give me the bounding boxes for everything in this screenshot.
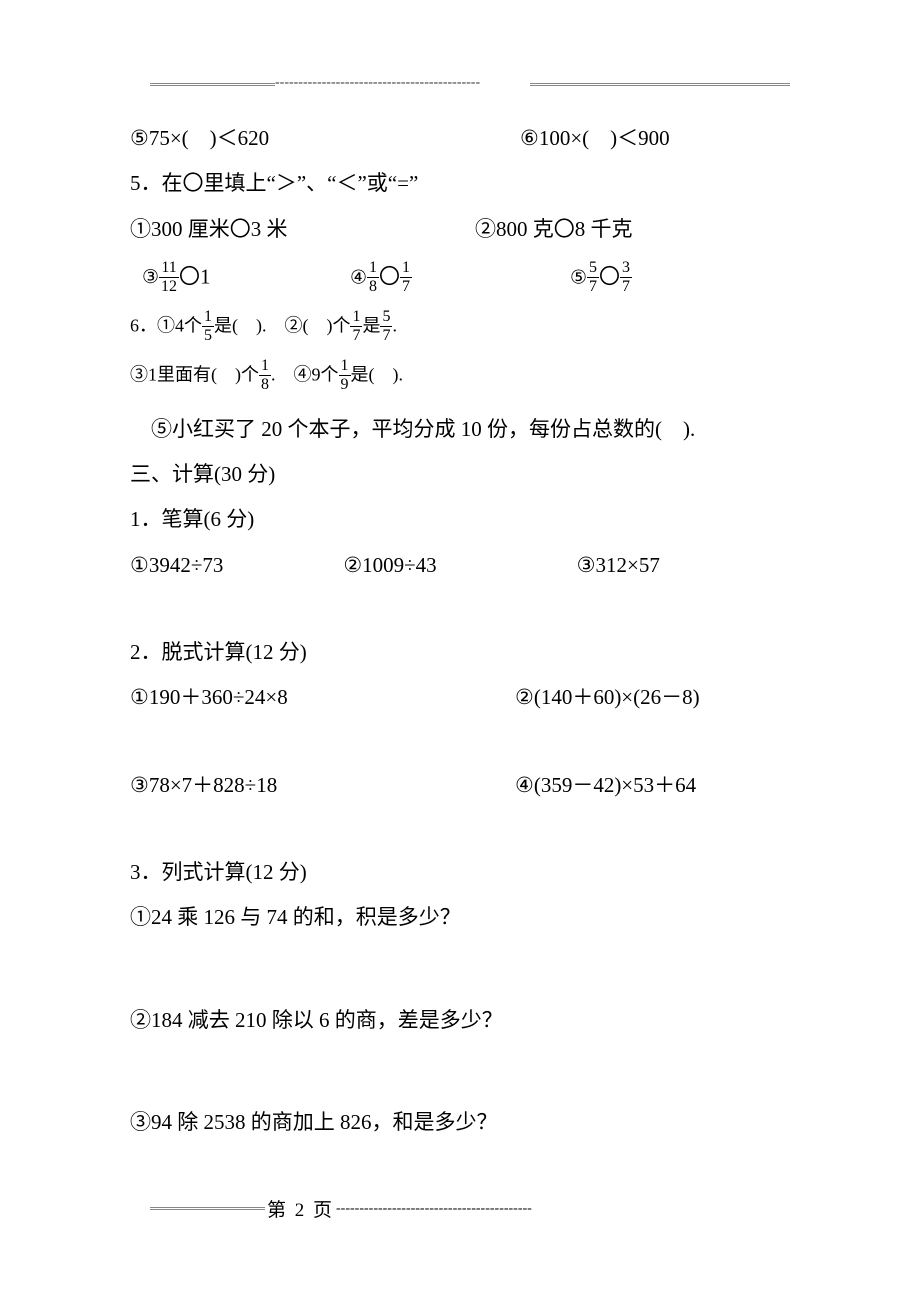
s3-3-1: ①24 乘 126 与 74 的和，积是多少？ — [130, 904, 790, 931]
q5-5-frac1: 57 — [587, 260, 599, 295]
footer-dashes: ----------------------------------------… — [336, 1201, 532, 1217]
q5-3-pre: ③ — [130, 267, 159, 288]
q6-3-pre: ③1里面有( )个 — [130, 365, 259, 385]
page-content: ----------------------------------------… — [0, 0, 920, 1194]
q6-3-mid: . ④9个 — [271, 365, 339, 385]
s3-3-3: ③94 除 2538 的商加上 826，和是多少？ — [130, 1109, 790, 1136]
s3-1-3: ③312×57 — [557, 552, 790, 579]
footer-line-left — [150, 1207, 265, 1210]
q6-1-pre: 6．①4个 — [130, 316, 202, 336]
s3-3-2: ②184 减去 210 除以 6 的商，差是多少？ — [130, 1007, 790, 1034]
q6-row1: 6．①4个15是( ). ②( )个17是57. — [130, 310, 790, 345]
q6-row2: ③1里面有( )个18. ④9个19是( ). — [130, 359, 790, 394]
s3-2-4: ④(359－42)×53＋64 — [405, 772, 790, 799]
q5-row2: ③1112〇1 ④18〇17 ⑤57〇37 — [130, 261, 790, 296]
q4-5: ⑤75×( )＜620 — [130, 125, 400, 152]
s3-2-2: ②(140＋60)×(26－8) — [405, 684, 790, 711]
footer-page-label: 第 2 页 — [265, 1195, 336, 1222]
q6-3-end: 是( ). — [351, 365, 404, 385]
q6-3-frac2: 19 — [339, 358, 351, 393]
q6-1-frac1: 15 — [202, 309, 214, 344]
q5-5-frac2: 37 — [620, 260, 632, 295]
q5-1: ①300 厘米〇3 米 — [130, 216, 445, 243]
header-rule: ----------------------------------------… — [130, 75, 790, 95]
q5-5: ⑤57〇37 — [570, 261, 790, 296]
footer-rule: 第 2 页-----------------------------------… — [150, 1195, 790, 1222]
q5-row1: ①300 厘米〇3 米 ②800 克〇8 千克 — [130, 216, 790, 243]
s3-3-stem: 3．列式计算(12 分) — [130, 859, 790, 886]
s3-2-3: ③78×7＋828÷18 — [130, 772, 405, 799]
s3-2-stem: 2．脱式计算(12 分) — [130, 639, 790, 666]
s3-1-2: ②1009÷43 — [343, 552, 556, 579]
q6-1-frac2: 17 — [350, 309, 362, 344]
s3-2-1: ①190＋360÷24×8 — [130, 684, 405, 711]
q5-4-mid: 〇 — [379, 264, 400, 288]
q6-5: ⑤小红买了 20 个本子，平均分成 10 份，每份占总数的( ). — [130, 416, 790, 443]
s3-1-1: ①3942÷73 — [130, 552, 343, 579]
header-line-right — [530, 83, 790, 86]
q5-3: ③1112〇1 — [130, 261, 350, 296]
q5-3-post: 〇1 — [179, 264, 211, 288]
q5-4-pre: ④ — [350, 267, 367, 288]
q5-5-pre: ⑤ — [570, 267, 587, 288]
q4-6: ⑥100×( )＜900 — [400, 125, 790, 152]
s3-1-row: ①3942÷73 ②1009÷43 ③312×57 — [130, 552, 790, 579]
header-dashes: ----------------------------------------… — [275, 75, 480, 91]
q5-4-frac2: 17 — [400, 260, 412, 295]
q5-3-frac1: 1112 — [159, 260, 179, 295]
q6-1-post2: 是 — [362, 316, 380, 336]
q6-3-frac1: 18 — [259, 358, 271, 393]
header-line-left — [150, 83, 275, 86]
q5-4: ④18〇17 — [350, 261, 570, 296]
q4-row: ⑤75×( )＜620 ⑥100×( )＜900 — [130, 125, 790, 152]
section3-title: 三、计算(30 分) — [130, 461, 790, 488]
q6-1-frac3: 57 — [380, 309, 392, 344]
q5-stem: 5．在〇里填上“＞”、“＜”或“=” — [130, 170, 790, 197]
q6-1-post: 是( ). ②( )个 — [214, 316, 350, 336]
q5-4-frac1: 18 — [367, 260, 379, 295]
s3-2-row1: ①190＋360÷24×8 ②(140＋60)×(26－8) — [130, 684, 790, 711]
s3-1-stem: 1．笔算(6 分) — [130, 506, 790, 533]
q6-1-end: . — [392, 316, 397, 336]
s3-2-row2: ③78×7＋828÷18 ④(359－42)×53＋64 — [130, 772, 790, 799]
q5-5-mid: 〇 — [599, 264, 620, 288]
q5-2: ②800 克〇8 千克 — [445, 216, 790, 243]
